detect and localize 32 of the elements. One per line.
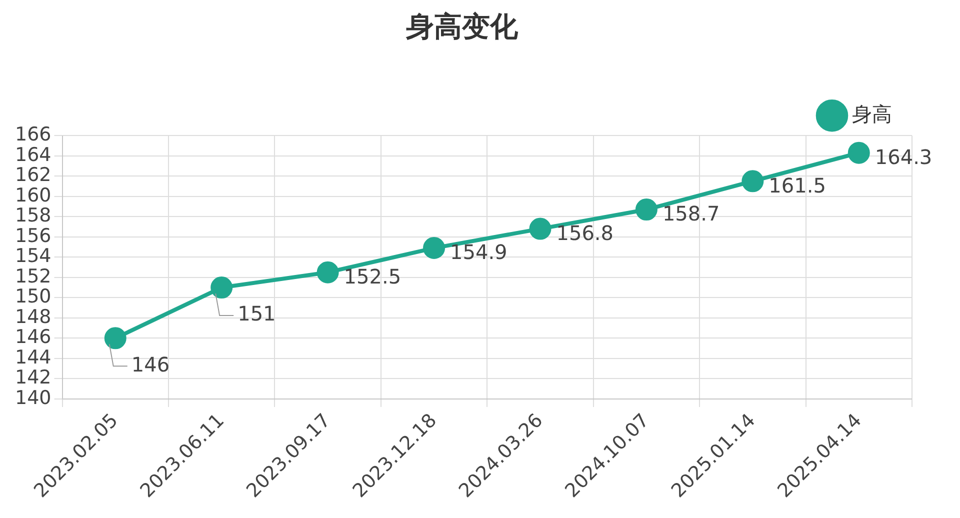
point <box>529 218 552 240</box>
point <box>210 276 233 299</box>
y-tick-label: 146 <box>15 326 52 348</box>
point <box>848 142 870 164</box>
point <box>423 237 446 260</box>
y-tick-label: 164 <box>15 144 52 166</box>
y-tick-label: 166 <box>15 124 52 146</box>
y-tick-label: 158 <box>15 204 52 227</box>
data-label: 146 <box>131 352 170 376</box>
data-label: 164.3 <box>874 145 932 170</box>
data-label: 152.5 <box>344 264 402 289</box>
data-label: 161.5 <box>768 173 826 198</box>
point <box>635 198 658 221</box>
data-label: 151 <box>238 302 276 326</box>
point <box>104 327 126 350</box>
y-tick-label: 140 <box>15 386 52 409</box>
y-tick-label: 144 <box>15 346 52 368</box>
y-tick-label: 150 <box>15 286 52 308</box>
y-tick-label: 162 <box>15 164 52 186</box>
y-tick-label: 152 <box>15 265 52 288</box>
point <box>316 261 339 284</box>
y-tick-label: 156 <box>15 224 52 247</box>
y-tick-label: 154 <box>15 245 52 268</box>
legend-label: 身高 <box>852 102 892 126</box>
y-tick-label: 148 <box>15 306 52 328</box>
data-label: 156.8 <box>556 220 614 245</box>
y-tick-label: 142 <box>15 366 52 389</box>
y-tick-label: 160 <box>15 184 52 206</box>
data-label: 158.7 <box>662 202 720 226</box>
point <box>742 170 764 192</box>
data-label: 154.9 <box>450 240 508 264</box>
chart-title: 身高变化 <box>405 10 519 44</box>
